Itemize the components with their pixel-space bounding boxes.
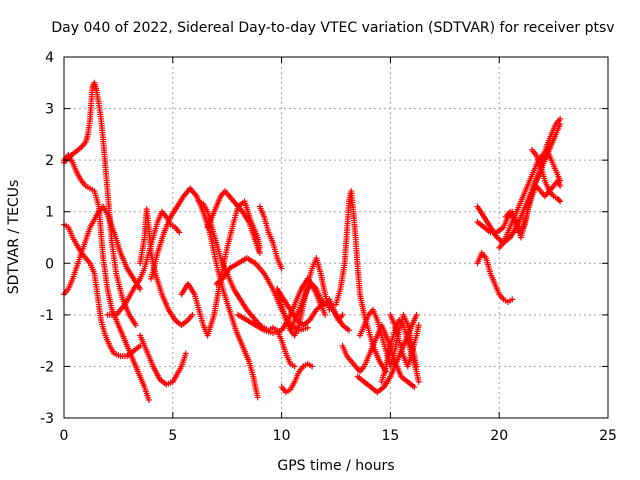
y-tick-label: 0 [45, 256, 54, 272]
y-tick-labels: -3 -2 -1 0 1 2 3 4 [40, 50, 54, 427]
data-point [254, 394, 261, 401]
series-arc-24 [378, 317, 422, 385]
series-arc-19 [278, 360, 316, 396]
axis-ticks [63, 56, 609, 419]
data-point [557, 177, 564, 184]
x-tick-label: 20 [490, 428, 508, 444]
series-arc-15 [274, 286, 353, 334]
y-tick-label: 1 [45, 205, 54, 221]
data-point [182, 350, 189, 357]
data-point [291, 363, 298, 370]
data-point [556, 197, 563, 204]
series-arc-10 [195, 198, 263, 329]
data-point [176, 229, 183, 236]
y-tick-label: 2 [45, 153, 54, 169]
x-tick-labels: 0 5 10 15 20 25 [60, 428, 617, 444]
y-tick-label: -2 [40, 359, 54, 375]
data-point [256, 249, 263, 256]
x-tick-label: 0 [60, 428, 69, 444]
data-point [411, 384, 418, 391]
data-point [278, 265, 285, 272]
data-point [415, 322, 422, 329]
y-axis-label: SDTVAR / TECUs [6, 180, 22, 295]
series-arc-16 [287, 280, 346, 334]
series-arc-25 [387, 311, 422, 370]
data-point [137, 286, 144, 293]
series-arc-23 [356, 306, 420, 370]
data-point [304, 324, 311, 331]
series-arc-30 [528, 146, 564, 205]
series-arc-6 [137, 332, 189, 388]
plot-frame [63, 56, 609, 419]
data-point [132, 322, 139, 329]
x-tick-label: 25 [599, 428, 617, 444]
data-point [189, 311, 196, 318]
data-points [61, 79, 564, 403]
data-point [557, 115, 564, 122]
data-point [557, 182, 564, 189]
x-tick-label: 15 [381, 428, 399, 444]
series-arc-17 [256, 322, 298, 370]
y-tick-label: -1 [40, 308, 54, 324]
data-point [413, 311, 420, 318]
data-point [339, 311, 346, 318]
y-tick-label: 3 [45, 102, 54, 118]
series-arc-29 [502, 177, 564, 236]
data-point [509, 296, 516, 303]
data-point [145, 396, 152, 403]
series-arc-12 [204, 188, 263, 256]
data-point [346, 327, 353, 334]
data-point [309, 363, 316, 370]
x-tick-label: 10 [273, 428, 291, 444]
series-arc-20 [333, 188, 390, 375]
data-point [557, 198, 564, 205]
chart-title: Day 040 of 2022, Sidereal Day-to-day VTE… [51, 20, 614, 36]
y-tick-label: 4 [45, 50, 54, 66]
series-arc-1 [61, 151, 152, 403]
data-point [415, 378, 422, 385]
data-point [322, 311, 329, 318]
series-arc-18 [256, 203, 285, 272]
x-tick-label: 5 [168, 428, 177, 444]
series-arc-7 [137, 206, 196, 329]
series-arc-28 [474, 249, 516, 305]
y-tick-label: -3 [40, 411, 54, 427]
series-arc-31 [496, 146, 564, 251]
x-axis-label: GPS time / hours [277, 458, 394, 474]
